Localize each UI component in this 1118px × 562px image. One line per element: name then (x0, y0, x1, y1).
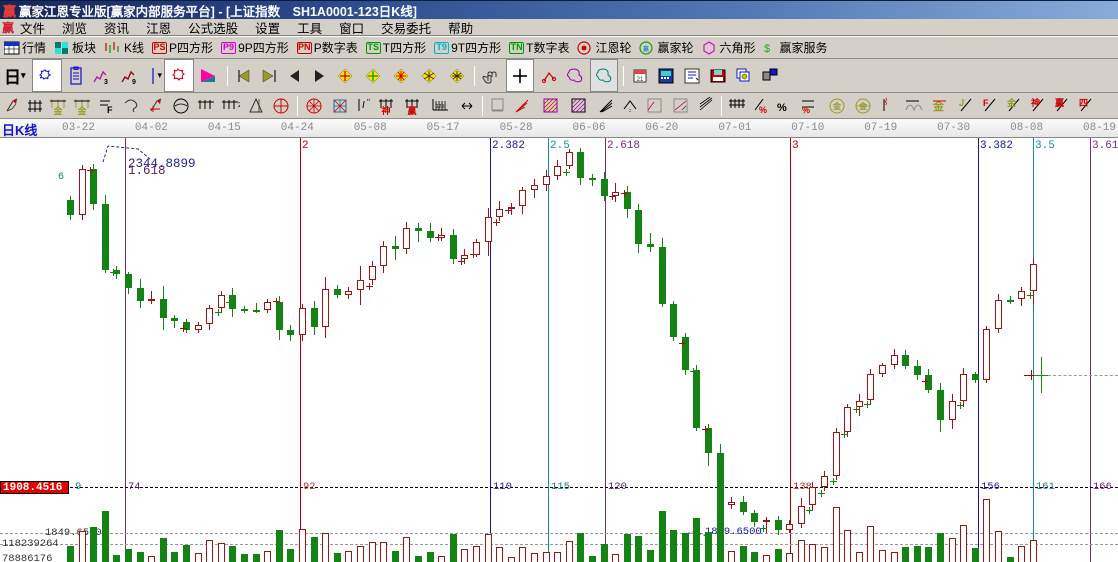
svg-text:金: 金 (52, 105, 63, 115)
svg-text:赢: 赢 (407, 105, 416, 115)
svg-text:%: % (777, 102, 787, 114)
svg-text:": " (367, 98, 370, 107)
svg-text:2: 2 (238, 102, 240, 109)
svg-text:金: 金 (1007, 97, 1017, 108)
svg-text:神: 神 (1031, 97, 1040, 108)
svg-text:%: % (802, 105, 810, 114)
svg-text:F: F (107, 105, 113, 115)
svg-text:金: 金 (76, 105, 87, 115)
svg-text:21: 21 (637, 77, 644, 83)
svg-text:3: 3 (104, 79, 108, 86)
svg-text:金: 金 (858, 101, 868, 111)
svg-text:神: 神 (381, 105, 390, 115)
svg-text:I: I (362, 100, 365, 111)
svg-text:赢: 赢 (643, 45, 649, 53)
svg-text:金: 金 (832, 101, 842, 111)
svg-text:赢: 赢 (1055, 97, 1064, 108)
svg-text:四: 四 (1079, 98, 1088, 108)
svg-text:$: $ (764, 43, 770, 55)
svg-text:129: 129 (436, 104, 445, 110)
svg-text:%: % (759, 105, 767, 115)
svg-text:9: 9 (132, 79, 136, 86)
svg-text:F: F (983, 98, 989, 108)
